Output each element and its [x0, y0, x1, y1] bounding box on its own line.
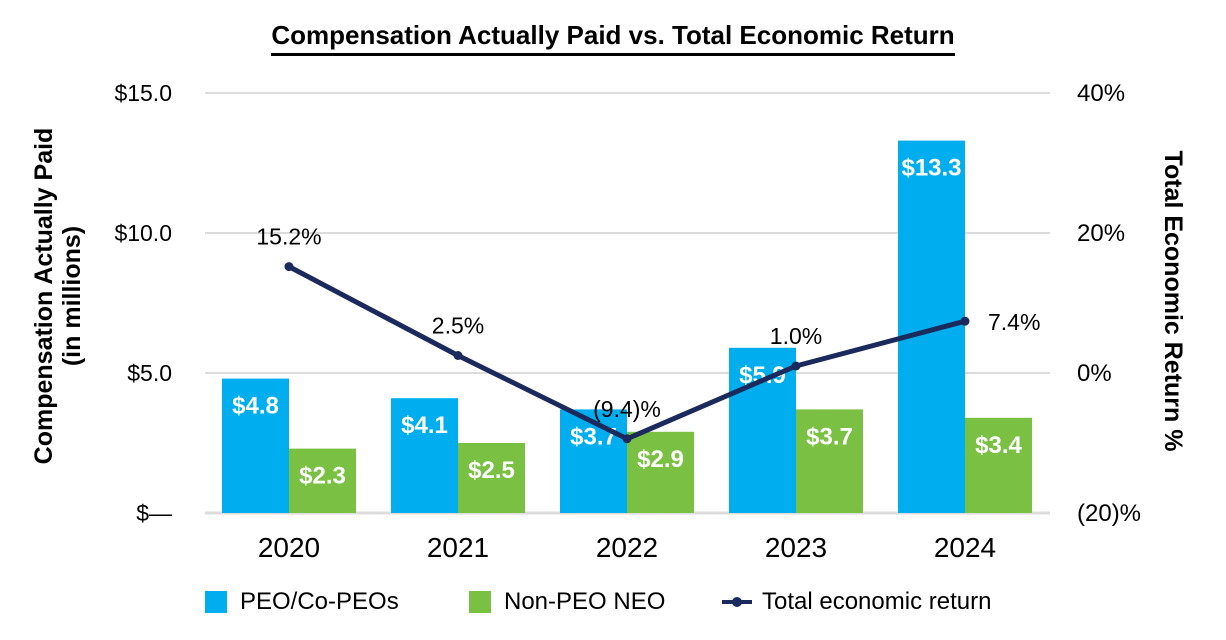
legend-item-peo: PEO/Co-PEOs	[205, 588, 399, 616]
bar-nonpeo-2022	[627, 431, 694, 513]
bar-value-label: $4.8	[232, 393, 279, 420]
nonpeo-swatch-icon	[469, 591, 491, 613]
x-axis-label-2024: 2024	[934, 532, 996, 563]
bar-nonpeo-2024	[965, 417, 1032, 513]
bar-value-label: $3.4	[975, 432, 1022, 459]
chart-title-text: Compensation Actually Paid vs. Total Eco…	[271, 20, 955, 56]
legend-item-total-economic-return: Total economic return	[721, 588, 991, 616]
legend-label-total-economic-return: Total economic return	[762, 588, 992, 615]
line-value-label: (9.4)%	[593, 396, 661, 422]
legend-item-nonpeo: Non-PEO NEO	[469, 588, 665, 616]
line-value-label: 2.5%	[432, 313, 484, 339]
bar-nonpeo-2020	[289, 448, 356, 513]
right-axis-tick-label: 40%	[1077, 80, 1125, 107]
bar-value-label: $2.9	[637, 446, 684, 473]
bar-peo-2024	[898, 140, 965, 513]
bar-value-label: $4.1	[401, 412, 448, 439]
chart-title: Compensation Actually Paid vs. Total Eco…	[0, 20, 1226, 56]
x-axis-label-2022: 2022	[596, 532, 658, 563]
bar-nonpeo-2021	[458, 443, 525, 513]
bar-value-label: $13.3	[901, 155, 961, 182]
line-point-2021	[453, 351, 463, 360]
x-axis-label-2021: 2021	[427, 532, 489, 563]
line-point-2020	[284, 262, 294, 272]
line-marker-icon	[722, 597, 752, 607]
bar-nonpeo-2023	[796, 409, 863, 513]
left-axis-tick-label: $—	[136, 500, 172, 526]
left-axis-tick-label: $10.0	[114, 220, 172, 246]
bar-peo-2020	[222, 378, 289, 513]
line-point-2024	[960, 316, 970, 326]
right-axis-tick-label: (20)%	[1077, 500, 1141, 527]
line-value-label: 1.0%	[770, 323, 822, 349]
peo-swatch-icon	[205, 591, 227, 613]
line-value-label: 7.4%	[988, 309, 1040, 335]
bar-peo-2022	[560, 409, 627, 513]
bar-value-label: $3.7	[570, 423, 617, 450]
legend-label-peo: PEO/Co-PEOs	[240, 588, 399, 615]
bar-value-label: $2.5	[468, 457, 515, 484]
legend-label-nonpeo: Non-PEO NEO	[504, 588, 666, 615]
bar-value-label: $2.3	[299, 463, 346, 490]
bar-peo-2023	[729, 347, 796, 513]
line-point-2022	[622, 434, 632, 444]
left-axis-tick-label: $15.0	[114, 80, 172, 106]
bar-value-label: $3.7	[806, 423, 853, 450]
bar-peo-2021	[391, 398, 458, 513]
left-axis-tick-label: $5.0	[127, 360, 172, 386]
right-axis-tick-label: 20%	[1077, 220, 1125, 247]
right-axis-tick-label: 0%	[1077, 360, 1112, 387]
x-axis-label-2020: 2020	[258, 532, 320, 563]
line-value-label: 15.2%	[256, 224, 321, 250]
line-point-2023	[791, 361, 801, 371]
x-axis-label-2023: 2023	[765, 532, 827, 563]
